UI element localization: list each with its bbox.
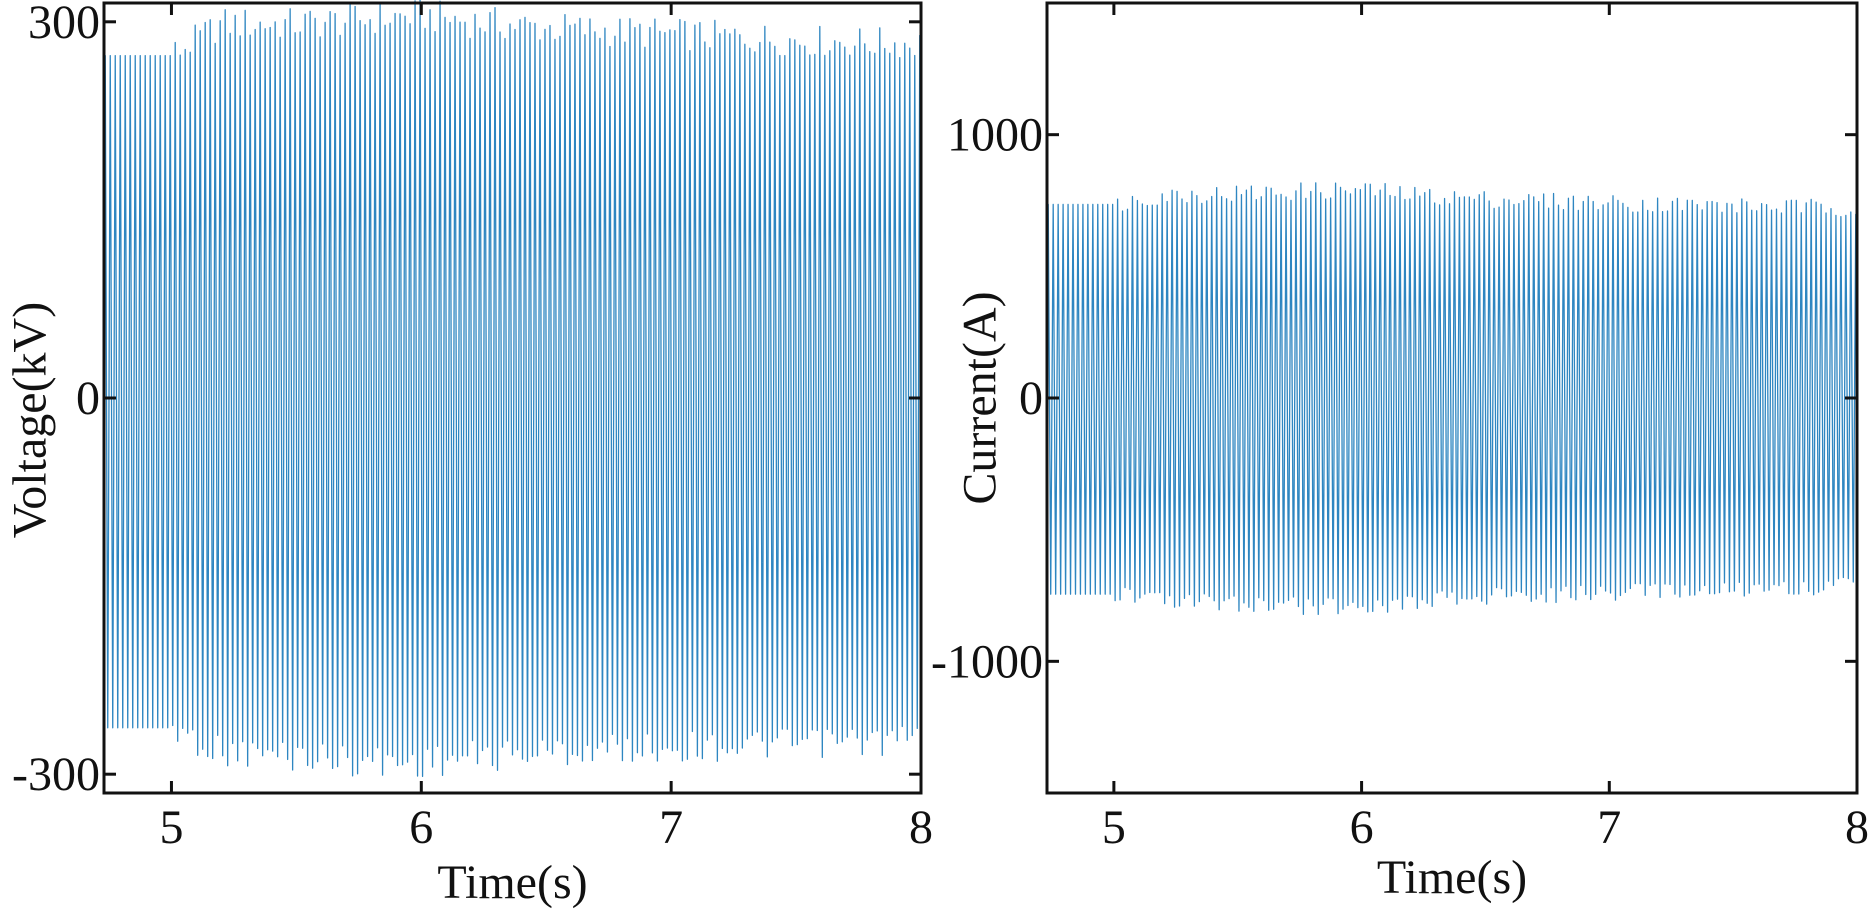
current-y-tick-label: 0 bbox=[1019, 372, 1043, 425]
current-x-tick-label: 6 bbox=[1350, 801, 1374, 854]
voltage-x-tick-label: 6 bbox=[409, 801, 433, 854]
voltage-x-axis-label: Time(s) bbox=[437, 856, 587, 909]
voltage-x-tick-label: 7 bbox=[659, 801, 683, 854]
voltage-y-axis-label: Voltage(kV) bbox=[4, 302, 57, 538]
voltage-x-tick-label: 8 bbox=[909, 801, 933, 854]
voltage-chart: 5 6 7 8 -300 0 300 Time(s) Voltage(kV) bbox=[4, 0, 933, 909]
current-x-tick-label: 7 bbox=[1597, 801, 1621, 854]
voltage-y-tick-label: -300 bbox=[12, 748, 100, 801]
current-x-axis-label: Time(s) bbox=[1377, 851, 1527, 904]
current-series-line bbox=[1046, 182, 1858, 616]
voltage-series-layer bbox=[103, 0, 922, 778]
current-x-tick-label: 8 bbox=[1845, 801, 1869, 854]
current-y-tick-label: -1000 bbox=[931, 635, 1043, 688]
current-series-layer bbox=[1046, 182, 1858, 616]
voltage-tick-layer: 5 6 7 8 -300 0 300 bbox=[12, 0, 933, 854]
current-chart: 5 6 7 8 -1000 0 1000 Time(s) Current(A) bbox=[931, 1, 1869, 904]
current-tick-layer: 5 6 7 8 -1000 0 1000 bbox=[931, 3, 1869, 854]
voltage-x-tick-label: 5 bbox=[159, 801, 183, 854]
current-x-tick-label: 5 bbox=[1102, 801, 1126, 854]
current-y-tick-label: 1000 bbox=[947, 109, 1043, 162]
voltage-y-tick-label: 300 bbox=[28, 0, 100, 49]
current-y-axis-label: Current(A) bbox=[954, 291, 1007, 504]
voltage-y-tick-label: 0 bbox=[76, 372, 100, 425]
voltage-series-line bbox=[103, 0, 922, 778]
